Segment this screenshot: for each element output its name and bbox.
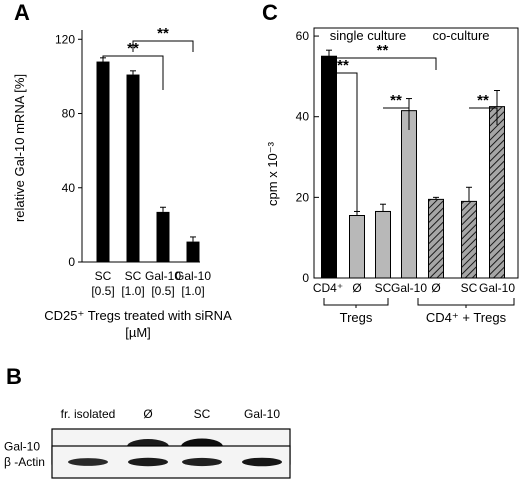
chart-c-sig-bracket bbox=[383, 107, 410, 130]
chart-a-sig-bracket bbox=[132, 40, 194, 52]
chart-c-sig-bracket-label: ** bbox=[477, 92, 489, 109]
chart-c-group-co: co-culture bbox=[432, 28, 489, 43]
blot-band bbox=[242, 457, 282, 467]
chart-c-ytick-label: 60 bbox=[296, 29, 310, 43]
chart-a-bar bbox=[126, 74, 140, 262]
chart-a-ylabel: relative Gal-10 mRNA [%] bbox=[12, 74, 27, 222]
blot-row-label: β -Actin bbox=[4, 455, 45, 469]
chart-a-sig-bracket-label: ** bbox=[157, 25, 169, 42]
chart-a-xtick-label: SC bbox=[95, 269, 112, 283]
chart-a-xlabel-line1: CD25⁺ Tregs treated with siRNA bbox=[44, 308, 232, 323]
chart-c-bar bbox=[321, 55, 337, 279]
chart-c-sig-bracket bbox=[328, 57, 437, 86]
chart-c-ytick-label: 40 bbox=[296, 110, 310, 124]
chart-c-xtick-label: SC bbox=[375, 281, 392, 295]
chart-c-sig-bracket-label: ** bbox=[377, 42, 389, 59]
chart-c-bracket-tregs bbox=[323, 298, 389, 306]
blot-band bbox=[68, 458, 108, 466]
chart-a-ytick-label: 0 bbox=[68, 255, 75, 269]
chart-a-xtick-sublabel: [1.0] bbox=[181, 284, 204, 298]
blot-lane-label: Ø bbox=[143, 407, 152, 421]
chart-a-sig-bracket bbox=[102, 55, 164, 90]
chart-c-ytick-label: 0 bbox=[302, 271, 309, 285]
chart-c-xtick-label: SC bbox=[461, 281, 478, 295]
panel-b-label: B bbox=[6, 364, 22, 389]
chart-c-bar bbox=[428, 198, 444, 279]
blot-panel: fr. isolated Ø SC Gal-10 Gal-10β -Actin bbox=[4, 407, 291, 479]
chart-c-ytick-label: 20 bbox=[296, 190, 310, 204]
chart-a-xtick-sublabel: [1.0] bbox=[121, 284, 144, 298]
chart-c-bracket-co-label: CD4⁺ + Tregs bbox=[426, 310, 507, 325]
chart-c-bar bbox=[461, 200, 477, 279]
panel-a-label: A bbox=[14, 0, 30, 25]
blot-row-label: Gal-10 bbox=[4, 440, 40, 454]
chart-a-ytick-label: 80 bbox=[62, 107, 76, 121]
chart-c-bracket-co bbox=[417, 298, 515, 306]
chart-a-bar bbox=[186, 241, 200, 262]
chart-c-bracket-tregs-label: Tregs bbox=[340, 310, 373, 325]
chart-c-sig-bracket-label: ** bbox=[390, 92, 402, 109]
chart-c-xtick-label: Gal-10 bbox=[479, 281, 515, 295]
chart-a-xtick-label: Gal-10 bbox=[145, 269, 181, 283]
chart-a-ytick-label: 120 bbox=[55, 32, 75, 46]
chart-c-bar bbox=[401, 110, 417, 279]
chart-a-xtick-label: Gal-10 bbox=[175, 269, 211, 283]
chart-c-sig-bracket-label: ** bbox=[337, 57, 349, 74]
chart-a-xtick-label: SC bbox=[125, 269, 142, 283]
chart-c-sig-bracket bbox=[469, 107, 498, 125]
blot-band bbox=[182, 457, 222, 467]
chart-c-bar bbox=[489, 106, 505, 279]
blot-lane-label: Gal-10 bbox=[244, 407, 280, 421]
chart-c-xtick-label: Ø bbox=[431, 281, 440, 295]
chart-c-ylabel: cpm x 10⁻³ bbox=[265, 141, 280, 206]
chart-c-xtick-label: Ø bbox=[352, 281, 361, 295]
blot-band bbox=[128, 457, 168, 467]
chart-a-xtick-sublabel: [0.5] bbox=[151, 284, 174, 298]
blot-lane-label: SC bbox=[194, 407, 211, 421]
chart-c-group-single: single culture bbox=[330, 28, 407, 43]
chart-c-bar bbox=[349, 215, 365, 279]
chart-c-bar bbox=[375, 210, 391, 279]
chart-a-xtick-sublabel: [0.5] bbox=[91, 284, 114, 298]
chart-c-xtick-label: Gal-10 bbox=[391, 281, 427, 295]
chart-a-ytick-label: 40 bbox=[62, 181, 76, 195]
chart-c-xtick-label: CD4⁺ bbox=[313, 281, 343, 295]
chart-a-bar bbox=[156, 211, 170, 262]
panel-c-label: C bbox=[262, 0, 278, 25]
chart-a-bar bbox=[96, 61, 110, 262]
chart-c: cpm x 10⁻³ single culture co-culture 0 20… bbox=[265, 27, 519, 325]
blot-lane-label: fr. isolated bbox=[61, 407, 116, 421]
chart-a-xlabel-line2: [µM] bbox=[125, 325, 151, 340]
